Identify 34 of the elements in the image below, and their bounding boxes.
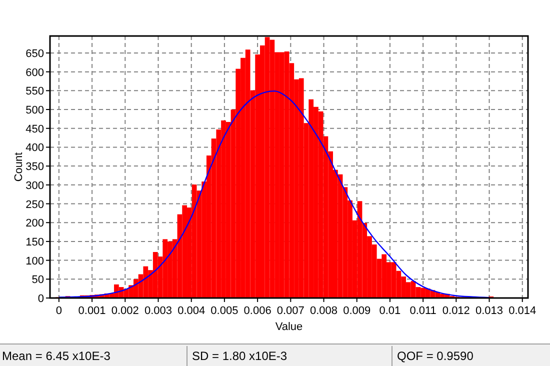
- x-tick-label: 0.002: [111, 305, 139, 317]
- y-tick-label: 300: [26, 180, 44, 192]
- text: QOF = 0.9590: [397, 349, 474, 363]
- y-tick-label: 150: [26, 236, 44, 248]
- x-tick-label: 0.011: [410, 305, 436, 317]
- x-tick-label: 0.001: [78, 305, 106, 317]
- y-tick-label: 350: [26, 161, 44, 174]
- y-tick-label: 450: [26, 123, 44, 136]
- text: SD = 1.80 x10E-3: [192, 349, 288, 363]
- text: Mean = 6.45 x10E-3: [2, 349, 111, 363]
- y-tick-label: 500: [26, 104, 44, 117]
- x-tick-label: 0.006: [244, 305, 272, 317]
- x-tick-label: 0.01: [379, 305, 401, 317]
- y-tick-label: 100: [26, 255, 44, 268]
- y-tick-label: 0: [38, 293, 44, 305]
- x-tick-label: 0.008: [310, 305, 338, 317]
- x-tick-label: 0.009: [343, 305, 371, 317]
- x-axis-title: Value: [275, 321, 303, 333]
- x-tick-label: 0.013: [476, 305, 504, 317]
- x-tick-label: 0.003: [144, 305, 172, 317]
- y-axis-title: Count: [13, 152, 25, 182]
- y-tick-label: 550: [26, 86, 44, 98]
- x-tick-label: 0.004: [178, 305, 206, 317]
- y-tick-label: 200: [26, 218, 44, 230]
- x-tick-label: 0.012: [442, 305, 470, 317]
- y-tick-label: 650: [26, 48, 44, 60]
- x-tick-label: 0.007: [276, 305, 304, 317]
- y-tick-label: 50: [32, 274, 44, 286]
- y-tick-label: 600: [26, 66, 44, 79]
- y-tick-label: 250: [26, 198, 44, 211]
- x-tick-label: 0: [56, 305, 62, 317]
- y-tick-label: 400: [26, 142, 44, 154]
- x-tick-label: 0.005: [210, 305, 238, 317]
- x-tick-label: 0.014: [508, 305, 536, 317]
